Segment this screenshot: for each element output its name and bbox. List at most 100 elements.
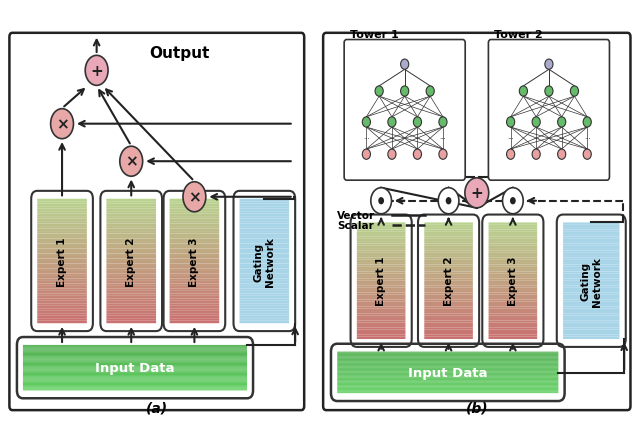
FancyBboxPatch shape bbox=[37, 241, 87, 244]
FancyBboxPatch shape bbox=[37, 219, 87, 222]
FancyBboxPatch shape bbox=[424, 244, 473, 246]
Text: Input Data: Input Data bbox=[95, 361, 175, 374]
FancyBboxPatch shape bbox=[23, 376, 247, 377]
FancyBboxPatch shape bbox=[239, 217, 289, 219]
FancyBboxPatch shape bbox=[488, 265, 537, 267]
FancyBboxPatch shape bbox=[424, 300, 473, 302]
FancyBboxPatch shape bbox=[106, 239, 156, 241]
FancyBboxPatch shape bbox=[563, 321, 620, 323]
FancyBboxPatch shape bbox=[337, 382, 558, 383]
FancyBboxPatch shape bbox=[239, 212, 289, 214]
Circle shape bbox=[570, 87, 579, 97]
FancyBboxPatch shape bbox=[488, 304, 537, 307]
FancyBboxPatch shape bbox=[488, 239, 537, 241]
FancyBboxPatch shape bbox=[106, 244, 156, 247]
FancyBboxPatch shape bbox=[488, 269, 537, 272]
FancyBboxPatch shape bbox=[106, 212, 156, 214]
FancyBboxPatch shape bbox=[106, 207, 156, 209]
FancyBboxPatch shape bbox=[170, 318, 220, 321]
FancyBboxPatch shape bbox=[337, 377, 558, 378]
Text: Expert 2: Expert 2 bbox=[126, 237, 136, 286]
FancyBboxPatch shape bbox=[488, 295, 537, 297]
FancyBboxPatch shape bbox=[488, 290, 537, 293]
FancyBboxPatch shape bbox=[337, 370, 558, 371]
FancyBboxPatch shape bbox=[239, 202, 289, 204]
FancyBboxPatch shape bbox=[337, 357, 558, 358]
FancyBboxPatch shape bbox=[563, 232, 620, 235]
FancyBboxPatch shape bbox=[170, 217, 220, 219]
FancyBboxPatch shape bbox=[239, 274, 289, 276]
FancyBboxPatch shape bbox=[424, 288, 473, 290]
Text: Expert 2: Expert 2 bbox=[444, 256, 454, 306]
FancyBboxPatch shape bbox=[563, 246, 620, 248]
FancyBboxPatch shape bbox=[170, 244, 220, 247]
FancyBboxPatch shape bbox=[239, 229, 289, 232]
FancyBboxPatch shape bbox=[357, 232, 406, 235]
FancyBboxPatch shape bbox=[170, 251, 220, 254]
FancyBboxPatch shape bbox=[37, 264, 87, 266]
Circle shape bbox=[362, 150, 371, 160]
FancyBboxPatch shape bbox=[488, 328, 537, 330]
FancyBboxPatch shape bbox=[23, 354, 247, 355]
FancyBboxPatch shape bbox=[23, 346, 247, 347]
FancyBboxPatch shape bbox=[106, 271, 156, 274]
Text: (b): (b) bbox=[465, 400, 488, 414]
FancyBboxPatch shape bbox=[106, 276, 156, 279]
FancyBboxPatch shape bbox=[37, 239, 87, 241]
FancyBboxPatch shape bbox=[239, 316, 289, 318]
FancyBboxPatch shape bbox=[424, 223, 473, 225]
FancyBboxPatch shape bbox=[106, 301, 156, 304]
FancyBboxPatch shape bbox=[23, 375, 247, 376]
FancyBboxPatch shape bbox=[488, 302, 537, 304]
Text: Expert 1: Expert 1 bbox=[57, 237, 67, 286]
Text: ···: ··· bbox=[532, 136, 540, 142]
FancyBboxPatch shape bbox=[106, 204, 156, 207]
FancyBboxPatch shape bbox=[424, 258, 473, 260]
FancyBboxPatch shape bbox=[37, 254, 87, 256]
FancyBboxPatch shape bbox=[23, 369, 247, 370]
FancyBboxPatch shape bbox=[357, 307, 406, 309]
FancyBboxPatch shape bbox=[37, 274, 87, 276]
FancyBboxPatch shape bbox=[37, 269, 87, 271]
FancyBboxPatch shape bbox=[170, 293, 220, 296]
FancyBboxPatch shape bbox=[357, 239, 406, 241]
FancyBboxPatch shape bbox=[488, 262, 537, 265]
FancyBboxPatch shape bbox=[563, 279, 620, 281]
FancyBboxPatch shape bbox=[424, 307, 473, 309]
Circle shape bbox=[362, 117, 371, 128]
FancyBboxPatch shape bbox=[37, 289, 87, 291]
FancyBboxPatch shape bbox=[23, 367, 247, 368]
FancyBboxPatch shape bbox=[357, 321, 406, 323]
FancyBboxPatch shape bbox=[239, 291, 289, 293]
FancyBboxPatch shape bbox=[239, 301, 289, 304]
FancyBboxPatch shape bbox=[488, 253, 537, 255]
Text: Gating
Network: Gating Network bbox=[580, 256, 602, 306]
FancyBboxPatch shape bbox=[424, 230, 473, 232]
FancyBboxPatch shape bbox=[563, 251, 620, 253]
FancyBboxPatch shape bbox=[239, 311, 289, 314]
FancyBboxPatch shape bbox=[239, 261, 289, 264]
FancyBboxPatch shape bbox=[424, 269, 473, 272]
FancyBboxPatch shape bbox=[424, 251, 473, 253]
FancyBboxPatch shape bbox=[239, 264, 289, 266]
FancyBboxPatch shape bbox=[337, 376, 558, 377]
FancyBboxPatch shape bbox=[170, 214, 220, 217]
Circle shape bbox=[183, 182, 206, 212]
FancyBboxPatch shape bbox=[488, 235, 537, 237]
FancyBboxPatch shape bbox=[337, 372, 558, 373]
Text: Expert 1: Expert 1 bbox=[376, 256, 386, 306]
FancyBboxPatch shape bbox=[424, 225, 473, 228]
FancyBboxPatch shape bbox=[488, 230, 537, 232]
FancyBboxPatch shape bbox=[239, 241, 289, 244]
Circle shape bbox=[583, 117, 591, 128]
FancyBboxPatch shape bbox=[23, 350, 247, 351]
FancyBboxPatch shape bbox=[337, 387, 558, 388]
FancyBboxPatch shape bbox=[563, 293, 620, 295]
FancyBboxPatch shape bbox=[23, 359, 247, 360]
FancyBboxPatch shape bbox=[23, 363, 247, 364]
FancyBboxPatch shape bbox=[23, 366, 247, 367]
FancyBboxPatch shape bbox=[239, 281, 289, 284]
Text: ···: ··· bbox=[388, 136, 396, 142]
FancyBboxPatch shape bbox=[488, 321, 537, 323]
FancyBboxPatch shape bbox=[563, 323, 620, 325]
